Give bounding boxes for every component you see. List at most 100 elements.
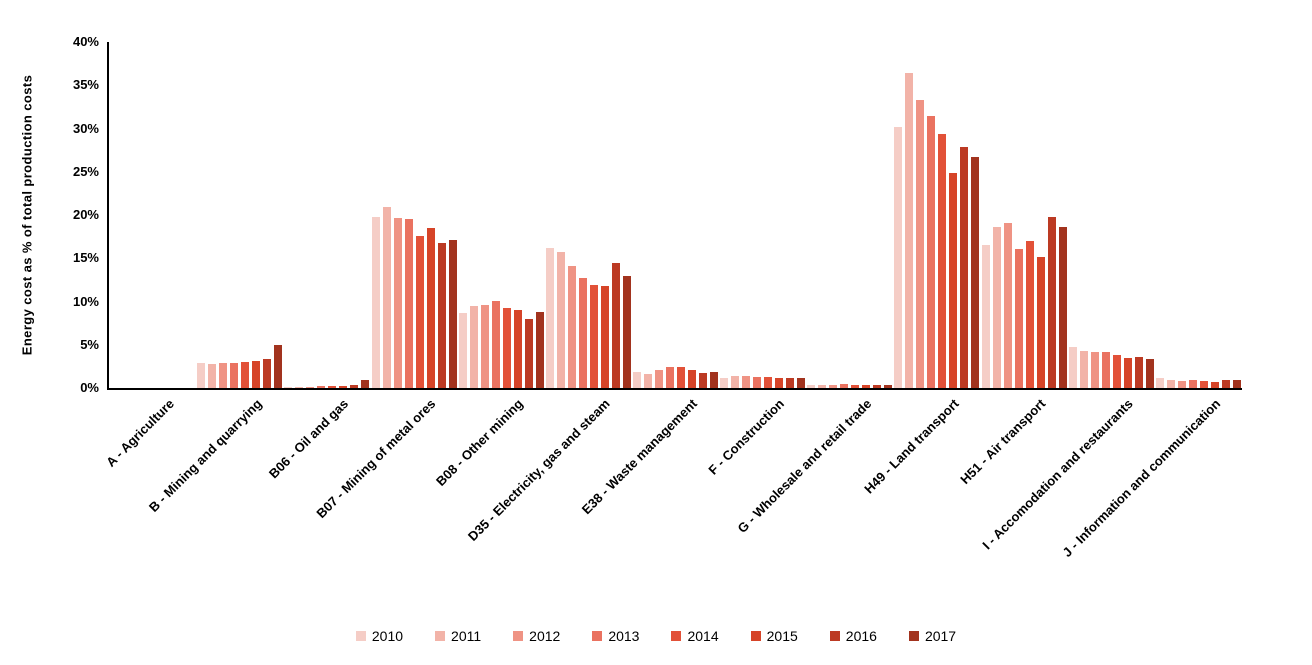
bar-groups: A - Agriculture B - Mining and quarrying B…: [103, 42, 1242, 560]
bar: [894, 127, 903, 388]
bar-cluster: [371, 42, 457, 388]
category-label: H51 - Air transport: [957, 396, 1049, 487]
bar: [1145, 359, 1154, 388]
bar: [666, 367, 675, 388]
bar: [339, 386, 348, 388]
y-axis-title: Energy cost as % of total production cos…: [19, 74, 35, 356]
bar: [350, 385, 359, 388]
bar-cluster: [633, 42, 719, 388]
bar: [971, 157, 980, 388]
legend-label: 2014: [687, 628, 719, 644]
bar: [851, 385, 860, 388]
bar: [862, 385, 871, 388]
bar: [491, 301, 500, 388]
bar: [905, 73, 914, 388]
bar: [1166, 380, 1175, 388]
legend-item: 2012: [513, 628, 560, 644]
y-tick-label: 30%: [72, 120, 99, 136]
bar-group: I - Accomodation and restaurants: [980, 42, 1155, 552]
bar: [786, 378, 795, 388]
category-label: B06 - Oil and gas: [266, 396, 352, 482]
bar: [274, 345, 283, 388]
legend-swatch: [829, 631, 840, 641]
bar-group: D35 - Electricity, gas and steam: [465, 42, 632, 544]
bar: [938, 134, 947, 388]
plot-area: 0% 5% 10% 15% 20% 25% 30% 35% 40% A - Agricultur…: [73, 34, 1242, 560]
category-label: A - Agriculture: [103, 396, 178, 470]
bar-cluster: [284, 42, 370, 388]
category-label: B08 - Other mining: [432, 396, 526, 489]
legend-label: 2016: [845, 628, 877, 644]
y-tick-label: 20%: [72, 207, 99, 222]
legend-label: 2013: [608, 628, 640, 644]
bar: [295, 387, 304, 388]
bar: [382, 207, 391, 388]
bar: [753, 377, 762, 388]
legend-item: 2014: [671, 628, 719, 644]
bar: [1155, 378, 1164, 388]
bar: [840, 384, 849, 388]
bar: [469, 306, 478, 388]
bar: [775, 378, 784, 388]
bar: [622, 276, 631, 388]
bar-cluster: [981, 42, 1067, 388]
bar: [252, 361, 261, 388]
legend-label: 2017: [924, 628, 957, 644]
bar: [699, 373, 708, 388]
bar: [415, 236, 424, 388]
bar: [1177, 381, 1186, 388]
bar-group: E38 - Waste management: [579, 42, 719, 517]
bar: [197, 363, 206, 388]
bar: [328, 386, 337, 388]
bar: [633, 372, 642, 388]
bar-group: F - Construction: [706, 42, 806, 478]
bar: [230, 363, 239, 388]
category-label: F - Construction: [705, 396, 788, 478]
bar: [884, 385, 893, 388]
bar: [480, 305, 489, 388]
bar-cluster: [110, 42, 195, 388]
legend-swatch: [908, 631, 919, 641]
bar: [1134, 357, 1143, 388]
bar: [426, 228, 435, 388]
bar-cluster: [894, 42, 980, 388]
bar-cluster: [197, 42, 283, 388]
bar: [797, 378, 806, 388]
bar: [1014, 249, 1023, 388]
category-label: J - Information and communication: [1059, 396, 1224, 560]
bar: [916, 100, 925, 388]
bar-cluster: [1155, 42, 1241, 388]
bar-group: B08 - Other mining: [433, 42, 545, 489]
bar: [981, 245, 990, 388]
legend-swatch: [671, 631, 682, 641]
bar-cluster: [458, 42, 544, 388]
legend-label: 2012: [529, 628, 561, 644]
legend: 2010 2011 2012 2013 2014 2015 2016 2017: [0, 628, 1312, 644]
bar: [567, 266, 576, 388]
bar: [545, 248, 554, 388]
bar: [219, 363, 228, 388]
legend-item: 2016: [829, 628, 877, 644]
bar: [677, 367, 686, 388]
bar: [731, 376, 740, 388]
bar: [611, 263, 620, 388]
bar: [600, 286, 609, 388]
bar: [437, 243, 446, 388]
bar: [1112, 355, 1121, 388]
bar: [556, 252, 565, 388]
bar: [644, 374, 653, 388]
bar: [535, 312, 544, 388]
bar: [1090, 352, 1099, 388]
bar: [513, 310, 522, 388]
legend-label: 2015: [766, 628, 798, 644]
bar: [949, 173, 958, 388]
legend-item: 2013: [592, 628, 639, 644]
bar: [1068, 347, 1077, 388]
y-tick-label: 25%: [72, 163, 99, 179]
bar: [807, 385, 816, 388]
y-tick-label: 15%: [72, 250, 99, 266]
bar: [1047, 217, 1056, 388]
bar: [241, 362, 250, 388]
y-axis-ticks: 0% 5% 10% 15% 20% 25% 30% 35% 40%: [73, 34, 1242, 395]
bar: [393, 218, 402, 388]
